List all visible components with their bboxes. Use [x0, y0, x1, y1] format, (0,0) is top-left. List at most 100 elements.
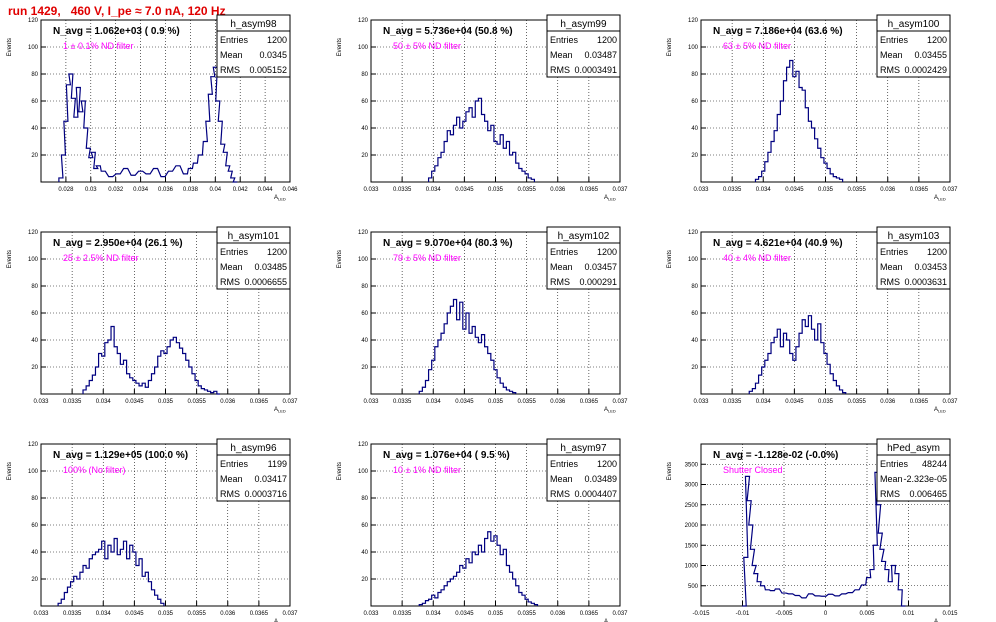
- histogram-bin: [438, 593, 441, 607]
- histogram-bin: [503, 549, 506, 606]
- histogram-panel-h_asym96: 0.033 0.0335 0.034 0.0345 0.035 0.0355 0.036 0.…: [7, 438, 298, 622]
- stats-value: 0.0003491: [574, 65, 617, 75]
- stats-label: RMS: [220, 489, 240, 499]
- histogram-bin: [130, 545, 133, 606]
- histogram-bin: [783, 81, 786, 182]
- histogram-bin: [114, 347, 117, 394]
- histogram-bin: [771, 142, 774, 183]
- histogram-bin: [127, 559, 130, 606]
- x-tick-label: 0.005: [859, 611, 875, 617]
- histogram-bin: [447, 131, 450, 182]
- x-tick-label: 0.0365: [250, 611, 269, 617]
- x-tick-label: 0.0345: [125, 611, 144, 617]
- y-tick-label: 20: [691, 153, 698, 159]
- stats-value: 1200: [597, 459, 617, 469]
- histogram-bin: [787, 67, 790, 182]
- histogram-title: N_avg = 1.076e+04 ( 9.5 %): [383, 450, 510, 461]
- histogram-bin: [101, 171, 105, 182]
- histogram-bin: [799, 88, 802, 183]
- histogram-bin: [105, 559, 108, 606]
- histogram-bin: [525, 174, 528, 182]
- histogram-bin: [117, 354, 120, 395]
- histogram-bin: [419, 391, 422, 394]
- histogram-bin: [821, 158, 824, 182]
- stats-label: Entries: [550, 247, 579, 257]
- stats-label: RMS: [550, 277, 570, 287]
- stats-box: [876, 14, 951, 78]
- histogram-bin: [133, 552, 136, 606]
- histogram-bin: [92, 375, 95, 394]
- histogram-bin: [827, 364, 830, 394]
- histogram-bin: [802, 90, 805, 182]
- histogram-bin: [124, 169, 128, 183]
- histogram-bin: [92, 555, 95, 606]
- x-tick-label: 0.037: [612, 399, 628, 405]
- stats-value: 1200: [927, 247, 947, 257]
- stats-label: RMS: [220, 65, 240, 75]
- histogram-bin: [457, 572, 460, 606]
- y-tick-label: 100: [688, 45, 699, 51]
- histogram-bin: [167, 347, 170, 394]
- x-tick-label: 0.0365: [580, 611, 599, 617]
- x-tick-label: 0.0335: [63, 611, 82, 617]
- histogram-bin: [158, 356, 161, 394]
- histogram-bin: [429, 599, 432, 606]
- x-axis-label: ALED: [934, 619, 946, 622]
- x-axis-label-subscript: LED: [938, 409, 946, 414]
- histogram-bin: [211, 393, 214, 394]
- y-tick-label: 80: [691, 284, 698, 290]
- histogram-bin: [89, 559, 92, 606]
- histogram-bin: [491, 541, 494, 606]
- y-axis-label: Events: [337, 38, 343, 56]
- x-tick-label: 0.033: [693, 399, 709, 405]
- histogram-bin: [154, 169, 158, 183]
- histogram-bin: [183, 174, 187, 182]
- y-axis-label: Events: [7, 38, 13, 56]
- histogram-bin: [176, 166, 180, 182]
- histogram-bin: [765, 162, 768, 182]
- histogram-panel-h_asym99: 0.033 0.0335 0.034 0.0345 0.035 0.0355 0.036 0.…: [337, 14, 628, 202]
- histogram-bin: [127, 374, 130, 394]
- histogram-bin: [481, 552, 484, 606]
- stats-label: Mean: [220, 50, 243, 60]
- histogram-bin: [441, 333, 444, 394]
- stats-value: 0.0003716: [244, 489, 287, 499]
- histogram-bin: [522, 595, 525, 606]
- histogram-series: [418, 531, 539, 606]
- stats-box: [216, 226, 291, 290]
- y-tick-label: 100: [688, 257, 699, 263]
- stats-label: Entries: [880, 459, 909, 469]
- histogram-bin: [789, 594, 793, 606]
- histogram-bin: [503, 387, 506, 394]
- histogram-bin: [95, 367, 98, 394]
- histogram-bin: [506, 390, 509, 394]
- histogram-bin: [108, 340, 111, 394]
- x-axis-label: ALED: [604, 195, 616, 202]
- histogram-bin: [827, 169, 830, 183]
- x-tick-label: 0.042: [233, 187, 249, 193]
- stats-label: Mean: [550, 50, 573, 60]
- x-tick-label: 0.0345: [455, 399, 474, 405]
- y-tick-label: 80: [31, 72, 38, 78]
- histogram-bin: [460, 302, 463, 394]
- y-tick-label: 3500: [685, 462, 699, 468]
- stats-label: RMS: [220, 277, 240, 287]
- histogram-bin: [108, 545, 111, 606]
- y-tick-label: 60: [691, 99, 698, 105]
- histogram-bin: [155, 595, 158, 606]
- y-tick-label: 2500: [685, 503, 699, 509]
- y-tick-label: 120: [688, 230, 699, 236]
- histogram-bin: [760, 586, 764, 606]
- filter-annotation: 25 ± 2.5% ND filter: [63, 253, 138, 263]
- histogram-bin: [818, 148, 821, 182]
- y-tick-label: 500: [688, 584, 699, 590]
- histogram-bin: [438, 340, 441, 394]
- histogram-bin: [438, 158, 441, 182]
- x-tick-label: 0.035: [818, 187, 834, 193]
- histogram-series: [748, 315, 847, 394]
- histogram-bin: [142, 383, 145, 394]
- histogram-bin: [145, 387, 148, 394]
- histogram-bin: [432, 595, 435, 606]
- stats-value: 0.0004407: [574, 489, 617, 499]
